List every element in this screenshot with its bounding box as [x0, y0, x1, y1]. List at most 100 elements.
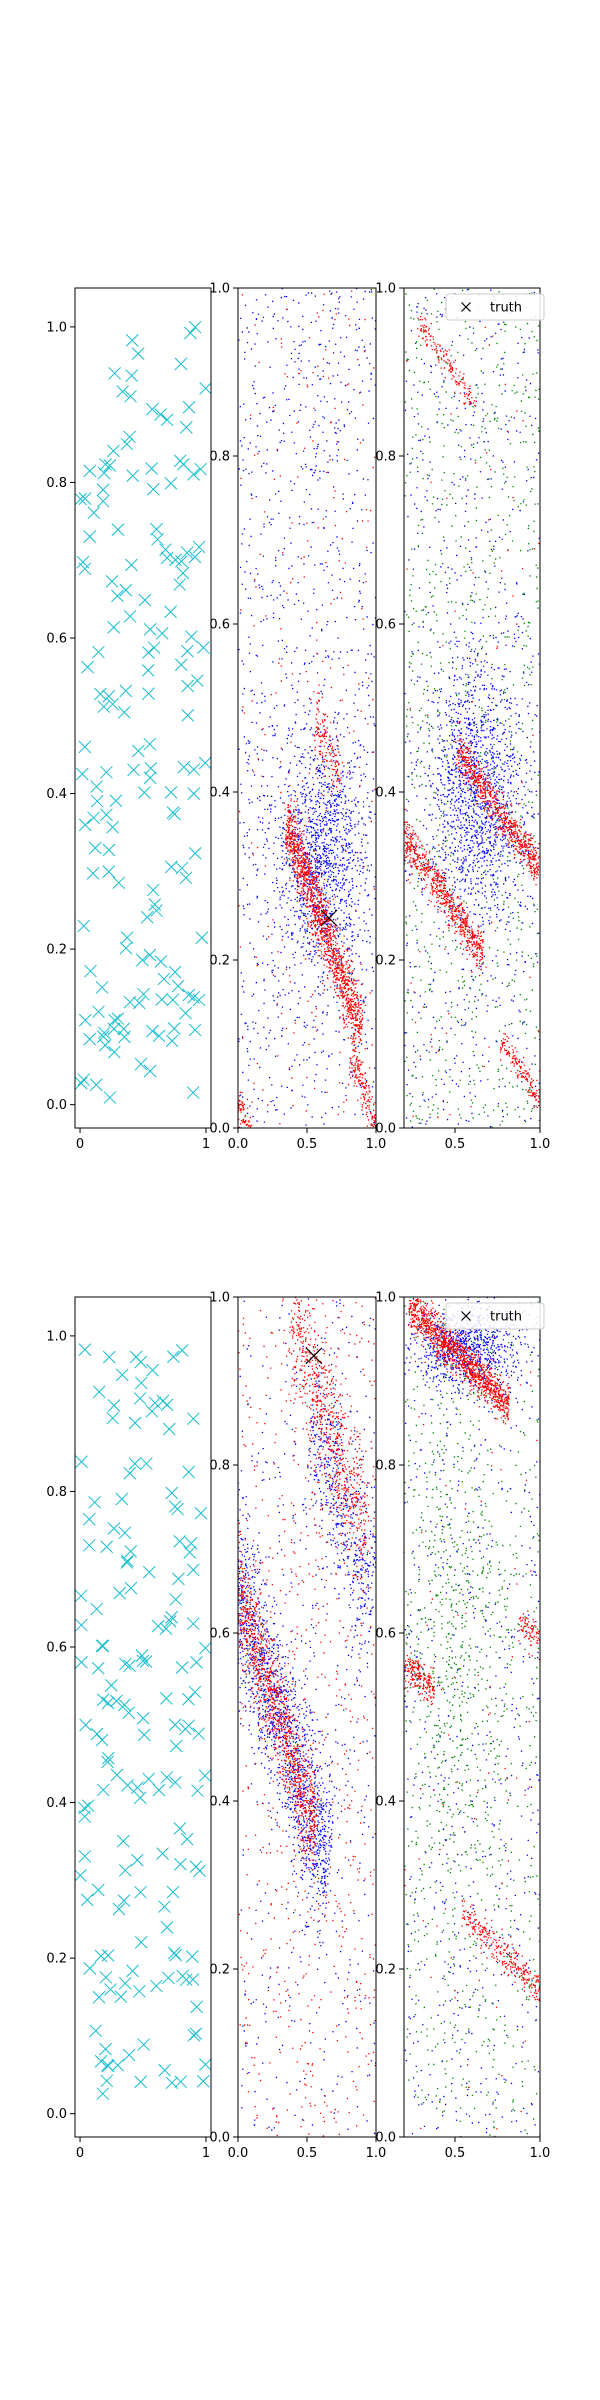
y-tick-label: 0.6: [46, 1641, 67, 1656]
sample-marker: [124, 1544, 138, 1558]
sample-marker: [102, 865, 116, 878]
panel-row2-left: 0 1 0.0 0.2 0.4 0.6 0.8 1.0: [46, 1296, 212, 2161]
sample-marker: [96, 1030, 110, 1043]
sample-marker: [97, 700, 111, 714]
y-tick-label: 0.0: [46, 2107, 67, 2122]
sample-marker: [105, 574, 119, 588]
series-points: [238, 1297, 376, 2137]
sample-marker: [146, 1024, 159, 1038]
sample-marker: [99, 458, 112, 471]
sample-marker: [171, 979, 185, 993]
sample-marker: [160, 413, 174, 427]
sample-marker: [188, 1023, 202, 1037]
x-tick-label: 0.5: [445, 2146, 466, 2161]
sample-marker: [130, 1853, 144, 1867]
sample-marker: [127, 763, 140, 777]
sample-marker: [165, 1486, 179, 1500]
y-tick-label: 0.6: [375, 1627, 396, 1642]
sample-marker: [79, 1718, 92, 1732]
sample-marker: [137, 987, 150, 1001]
sample-marker: [182, 1692, 195, 1706]
sample-marker: [149, 1979, 163, 1993]
sample-marker: [128, 1416, 142, 1430]
series-0: [75, 320, 211, 1104]
sample-marker: [174, 658, 188, 672]
sample-marker: [107, 1022, 121, 1036]
sample-marker: [77, 919, 91, 933]
sample-marker: [104, 1983, 117, 1996]
y-tick-label: 0.0: [375, 2131, 396, 2146]
sample-marker: [160, 1771, 174, 1784]
sample-marker: [142, 1772, 156, 1786]
sample-marker: [123, 609, 137, 623]
sample-marker: [95, 1733, 109, 1747]
ticks: 0.5 1.0 0.0 0.2 0.4 0.6 0.8 1.0: [375, 1291, 550, 2162]
legend: truth: [445, 293, 545, 321]
sample-marker: [134, 2075, 147, 2089]
sample-marker: [199, 1641, 211, 1655]
ticks: 0 1 0.0 0.2 0.4 0.6 0.8 1.0: [46, 1329, 210, 2161]
sample-marker: [180, 546, 194, 560]
y-tick-label: 1.0: [46, 1329, 67, 1344]
x-tick-label: 0: [76, 2146, 84, 2161]
sample-marker: [123, 1466, 137, 1480]
sample-marker: [77, 1073, 90, 1087]
sample-marker: [107, 1399, 121, 1412]
y-tick-label: 0.8: [46, 1485, 67, 1500]
y-tick-label: 0.0: [46, 1098, 67, 1113]
sample-marker: [104, 1679, 118, 1692]
panel-row1-left: 0 1 0.0 0.2 0.4 0.6 0.8 1.0: [46, 287, 212, 1152]
axes-frame: [403, 1296, 541, 2138]
y-tick-label: 0.2: [46, 1952, 67, 1967]
y-tick-label: 0.4: [375, 786, 396, 801]
sample-marker: [186, 1086, 200, 1099]
sample-marker: [112, 876, 126, 890]
sample-marker: [135, 1649, 149, 1662]
sample-marker: [136, 1711, 150, 1725]
sample-marker: [124, 1581, 138, 1595]
sample-marker: [100, 765, 113, 779]
sample-marker: [151, 532, 164, 546]
sample-marker: [121, 1554, 134, 1568]
sample-marker: [182, 1719, 196, 1733]
sample-marker: [163, 1614, 177, 1628]
sample-marker: [87, 811, 100, 825]
sample-marker: [160, 1692, 173, 1705]
y-tick-label: 0.2: [375, 954, 396, 969]
y-tick-label: 0.8: [46, 476, 67, 491]
y-tick-label: 0.6: [209, 618, 230, 633]
sample-marker: [182, 988, 196, 1002]
sample-marker: [133, 1392, 147, 1405]
sample-marker: [164, 605, 177, 619]
sample-marker: [115, 1492, 129, 1506]
sample-marker: [192, 540, 206, 554]
sample-marker: [89, 1078, 103, 1092]
sample-marker: [137, 786, 151, 799]
sample-marker: [161, 1971, 175, 1985]
sample-marker: [173, 578, 187, 591]
sample-marker: [78, 1343, 92, 1356]
sample-marker: [174, 1857, 187, 1871]
sample-marker: [187, 763, 201, 776]
sample-marker: [82, 1512, 96, 1526]
legend: truth: [445, 1302, 545, 1330]
sample-marker: [81, 1799, 95, 1813]
sample-marker: [141, 664, 155, 677]
sample-marker: [101, 1696, 115, 1710]
legend-marker-icon: [461, 302, 471, 312]
sample-marker: [107, 1522, 121, 1535]
sample-marker: [181, 644, 194, 658]
sample-marker: [102, 689, 116, 703]
sample-marker: [78, 1013, 92, 1027]
sample-marker: [75, 767, 89, 781]
legend-marker-icon: [461, 1311, 471, 1321]
sample-marker: [152, 1029, 166, 1043]
panel-row2-middle: 0.0 0.5 1.0 0.0 0.2 0.4 0.6 0.8 1.0: [209, 1291, 386, 2162]
plot-area: [75, 320, 211, 1104]
x-tick-label: 0.0: [228, 1137, 249, 1152]
sample-marker: [160, 551, 174, 565]
y-tick-label: 0.2: [209, 954, 230, 969]
y-tick-label: 1.0: [375, 1291, 396, 1306]
x-tick-label: 1: [202, 1137, 210, 1152]
sample-marker: [117, 1894, 131, 1908]
